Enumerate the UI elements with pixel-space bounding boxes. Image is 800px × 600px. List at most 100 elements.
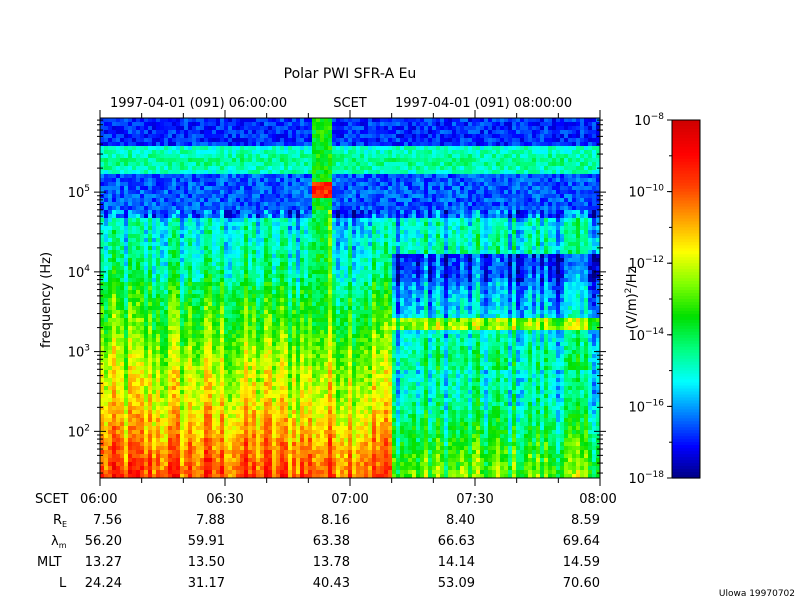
colorbar-swatch: [672, 140, 700, 145]
colorbar-swatch: [672, 412, 700, 416]
colorbar-swatch: [672, 433, 700, 437]
colorbar-swatch: [672, 472, 700, 476]
colorbar-tick-exp: −10: [645, 184, 664, 194]
ephem-value-l: 24.24: [85, 576, 122, 591]
colorbar-swatch: [672, 260, 700, 264]
colorbar-swatch: [672, 239, 700, 243]
colorbar-swatch: [672, 176, 700, 181]
colorbar-swatch: [672, 355, 700, 360]
colorbar-swatch: [672, 209, 700, 214]
colorbar-swatch: [672, 349, 700, 354]
ephem-value-scet: 06:00: [80, 492, 117, 507]
colorbar-swatch: [672, 310, 700, 315]
colorbar-swatch: [672, 352, 700, 357]
colorbar-swatch: [672, 334, 700, 339]
colorbar-swatch: [672, 337, 700, 342]
y-tick-exp: 5: [84, 184, 90, 194]
ephem-value-scet: 07:00: [331, 492, 368, 507]
ephem-label-lambda: λm: [51, 534, 67, 550]
colorbar-swatch: [672, 197, 700, 202]
colorbar-tick-base: 10: [628, 257, 645, 272]
colorbar-swatch: [672, 299, 700, 303]
colorbar-swatch: [672, 406, 700, 410]
colorbar-tick-exp: −8: [651, 112, 665, 122]
ephem-value-mlt: 13.50: [188, 555, 225, 570]
y-tick-label: 102: [68, 423, 90, 440]
colorbar-swatch: [672, 322, 700, 327]
colorbar-swatch: [672, 221, 700, 226]
colorbar-swatch: [672, 194, 700, 199]
colorbar-swatch: [672, 301, 700, 306]
colorbar-swatch: [672, 415, 700, 419]
colorbar-swatch: [672, 319, 700, 324]
colorbar-swatch: [672, 251, 700, 255]
colorbar-swatch: [672, 275, 700, 279]
ephem-value-scet: 06:30: [206, 492, 243, 507]
colorbar-swatch: [672, 284, 700, 288]
ephem-value-lambda_m: 63.38: [313, 534, 350, 549]
colorbar-swatch: [672, 343, 700, 348]
colorbar-swatch: [672, 361, 700, 366]
chart-title: Polar PWI SFR-A Eu: [284, 66, 417, 82]
credit-label: Ulowa 19970702: [719, 589, 795, 599]
y-tick-exp: 2: [84, 423, 90, 433]
colorbar-swatch: [672, 367, 700, 372]
colorbar-swatch: [672, 254, 700, 258]
colorbar-swatch: [672, 463, 700, 467]
ephem-value-re: 8.59: [571, 513, 600, 528]
colorbar-swatch: [672, 379, 700, 384]
y-tick-base: 10: [68, 346, 85, 361]
colorbar-swatch: [672, 469, 700, 473]
colorbar-swatch: [672, 278, 700, 282]
colorbar-tick-label: 10−16: [628, 398, 664, 415]
colorbar-swatch: [672, 325, 700, 330]
colorbar-swatch: [672, 161, 700, 166]
colorbar-swatch: [672, 143, 700, 148]
x-axis-ticks: [99, 110, 601, 486]
colorbar-swatch: [672, 125, 700, 130]
colorbar-swatch: [672, 257, 700, 261]
colorbar-swatch: [672, 388, 700, 393]
colorbar-tick-exp: −18: [645, 470, 664, 480]
ephem-label-re: RE: [53, 513, 67, 529]
colorbar-swatch: [672, 427, 700, 431]
colorbar-label: (V/m)2/Hz: [624, 266, 640, 329]
colorbar-swatch: [672, 340, 700, 345]
colorbar-swatch: [672, 245, 700, 249]
colorbar-swatch: [672, 328, 700, 333]
colorbar-swatch: [672, 373, 700, 378]
colorbar-tick-label: 10−18: [628, 470, 664, 487]
colorbar-tick-base: 10: [628, 186, 645, 201]
y-tick-label: 103: [68, 344, 90, 361]
colorbar-swatch: [672, 212, 700, 217]
colorbar-swatch: [672, 167, 700, 172]
ephem-value-re: 7.88: [196, 513, 225, 528]
colorbar-tick-exp: −14: [645, 327, 664, 337]
colorbar-swatch: [672, 445, 700, 449]
colorbar-swatch: [672, 179, 700, 184]
y-tick-base: 10: [68, 186, 85, 201]
colorbar-swatch: [672, 206, 700, 211]
colorbar-swatch: [672, 364, 700, 369]
colorbar-swatch: [672, 304, 700, 309]
colorbar-swatch: [672, 185, 700, 190]
colorbar-swatch: [672, 409, 700, 413]
colorbar-swatch: [672, 421, 700, 425]
colorbar-swatch: [672, 200, 700, 205]
ephem-value-l: 70.60: [563, 576, 600, 591]
colorbar-swatch: [672, 266, 700, 270]
ephem-value-mlt: 13.78: [313, 555, 350, 570]
colorbar-swatch: [672, 448, 700, 452]
colorbar-swatch: [672, 149, 700, 154]
top-axis-start-label: 1997-04-01 (091) 06:00:00: [110, 96, 287, 111]
colorbar-swatch: [672, 137, 700, 142]
colorbar-swatch: [672, 370, 700, 375]
colorbar-swatch: [672, 436, 700, 440]
colorbar-swatch: [672, 403, 700, 407]
ephem-label-mlt: MLT: [37, 555, 62, 570]
colorbar-swatch: [672, 316, 700, 321]
colorbar-swatch: [672, 263, 700, 267]
colorbar-tick-label: 10−12: [628, 255, 664, 272]
colorbar-swatch: [672, 296, 700, 300]
